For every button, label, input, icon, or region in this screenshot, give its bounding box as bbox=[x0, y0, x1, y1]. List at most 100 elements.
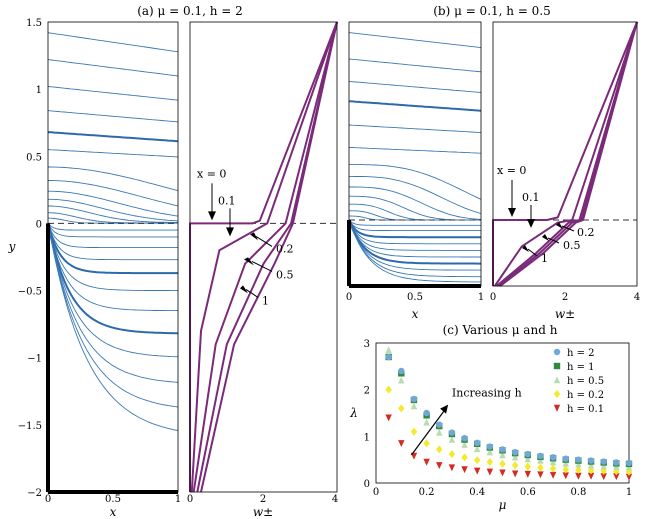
xtick-label: 2 bbox=[260, 494, 266, 505]
streamline bbox=[348, 32, 482, 49]
data-point bbox=[423, 458, 430, 466]
streamline bbox=[349, 186, 482, 220]
data-point bbox=[398, 440, 405, 448]
streamline bbox=[47, 223, 178, 261]
streamline bbox=[47, 32, 179, 53]
annotation-0-5: 0.5 bbox=[276, 268, 294, 281]
xtick-label: 0.8 bbox=[570, 487, 586, 498]
data-point bbox=[499, 451, 506, 459]
streamline bbox=[348, 219, 481, 265]
axes-frame bbox=[348, 21, 482, 287]
streamline bbox=[348, 219, 481, 239]
data-point bbox=[385, 353, 392, 361]
ytick-label: −0.5 bbox=[18, 287, 42, 298]
legend-marker bbox=[553, 390, 561, 398]
data-point bbox=[587, 457, 595, 464]
data-point bbox=[486, 448, 494, 456]
data-point bbox=[549, 471, 557, 479]
data-point bbox=[549, 454, 557, 461]
annotations-b: x = 0 0.1 0.2 0.5 1 bbox=[497, 164, 595, 265]
streamline bbox=[47, 223, 178, 335]
data-point bbox=[398, 404, 405, 413]
data-point bbox=[461, 466, 468, 474]
annotation-x0: x = 0 bbox=[197, 167, 226, 180]
streamline bbox=[47, 110, 179, 123]
data-point bbox=[549, 458, 557, 466]
panel-a-title: (a) μ = 0.1, h = 2 bbox=[137, 4, 243, 18]
xtick-label: 4 bbox=[634, 292, 640, 303]
panel-b-left: 0 0.5 1 x bbox=[346, 21, 484, 321]
data-point bbox=[511, 453, 519, 461]
data-point bbox=[587, 466, 595, 475]
xlabel: w± bbox=[253, 505, 273, 519]
streamline bbox=[47, 223, 179, 383]
streamline bbox=[47, 59, 179, 77]
data-point bbox=[587, 472, 595, 480]
data-point bbox=[486, 468, 494, 476]
data-point bbox=[537, 456, 544, 464]
panel-c-title: (c) Various μ and h bbox=[443, 323, 558, 337]
xtick-label: 0.4 bbox=[469, 487, 485, 498]
data-point bbox=[461, 435, 468, 442]
ylabel: λ bbox=[349, 406, 358, 420]
data-point bbox=[511, 461, 519, 470]
annotation-0-2: 0.2 bbox=[577, 226, 595, 239]
annotation-0-1: 0.1 bbox=[218, 194, 236, 207]
data-point bbox=[423, 439, 430, 448]
annotation-1: 1 bbox=[541, 252, 548, 265]
data-point bbox=[511, 449, 519, 456]
data-point bbox=[575, 456, 582, 463]
xtick-label: 4 bbox=[332, 494, 338, 505]
panel-b-right: 0 2 4 x = 0 0.1 0.2 0.5 1 w± bbox=[490, 21, 640, 321]
streamline bbox=[47, 149, 179, 158]
annotation-increasing-h: Increasing h bbox=[452, 387, 522, 400]
data-point bbox=[562, 472, 569, 480]
axes-frame bbox=[47, 21, 179, 493]
data-point bbox=[537, 452, 544, 460]
streamline bbox=[47, 131, 179, 143]
streamline bbox=[47, 223, 178, 275]
data-point bbox=[474, 445, 481, 453]
data-point bbox=[423, 409, 430, 417]
profile-line bbox=[495, 21, 638, 287]
legend-marker bbox=[553, 376, 561, 384]
streamline bbox=[47, 223, 178, 231]
xtick-label: 0 bbox=[490, 292, 496, 303]
legend-label: h = 2 bbox=[567, 348, 595, 359]
xlabel: x bbox=[110, 505, 117, 519]
xtick-label: 0 bbox=[45, 494, 51, 505]
profile-line bbox=[196, 21, 338, 493]
panel-a-right: 0 2 4 x = 0 0.1 0.2 0.5 1 w± bbox=[187, 21, 338, 519]
streamline bbox=[348, 219, 481, 258]
data-point bbox=[537, 471, 544, 479]
data-point bbox=[625, 459, 633, 467]
data-point bbox=[474, 467, 481, 475]
xtick-label: 0 bbox=[373, 487, 379, 498]
xtick-label: 0 bbox=[346, 292, 352, 303]
data-point bbox=[613, 473, 620, 481]
data-point bbox=[600, 462, 607, 470]
data-point bbox=[410, 395, 418, 403]
ytick-label: −1.5 bbox=[18, 421, 42, 432]
data-point bbox=[613, 459, 620, 466]
data-point bbox=[436, 428, 443, 436]
ytick-label: 0 bbox=[36, 219, 42, 230]
xlabel: w± bbox=[555, 307, 575, 321]
streamline bbox=[48, 198, 179, 222]
data-point bbox=[499, 469, 506, 477]
data-point bbox=[385, 414, 392, 422]
streamline bbox=[47, 86, 179, 101]
data-point bbox=[562, 465, 569, 474]
streamline bbox=[348, 219, 481, 251]
axes-frame bbox=[375, 342, 630, 484]
data-point bbox=[511, 470, 519, 478]
data-point bbox=[461, 453, 468, 462]
profile-line bbox=[190, 21, 338, 493]
profile-line bbox=[192, 21, 338, 493]
streamline bbox=[348, 219, 481, 245]
streamline bbox=[348, 219, 481, 283]
xtick-label: 2 bbox=[562, 292, 568, 303]
data-point bbox=[423, 418, 430, 426]
panel-a-left: −2 −1.5 −1 −0.5 0 0.5 1 1.5 y 0 0.5 1 x bbox=[8, 18, 182, 519]
